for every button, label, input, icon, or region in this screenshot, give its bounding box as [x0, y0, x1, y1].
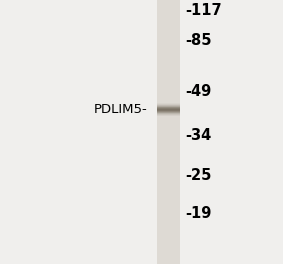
Text: -19: -19	[185, 206, 212, 221]
Bar	[157, 0, 180, 264]
Text: -34: -34	[185, 129, 212, 143]
Text: -117: -117	[185, 3, 222, 18]
Text: PDLIM5-: PDLIM5-	[93, 103, 147, 116]
Text: -85: -85	[185, 34, 212, 48]
Text: -25: -25	[185, 168, 212, 183]
Text: -49: -49	[185, 84, 212, 98]
